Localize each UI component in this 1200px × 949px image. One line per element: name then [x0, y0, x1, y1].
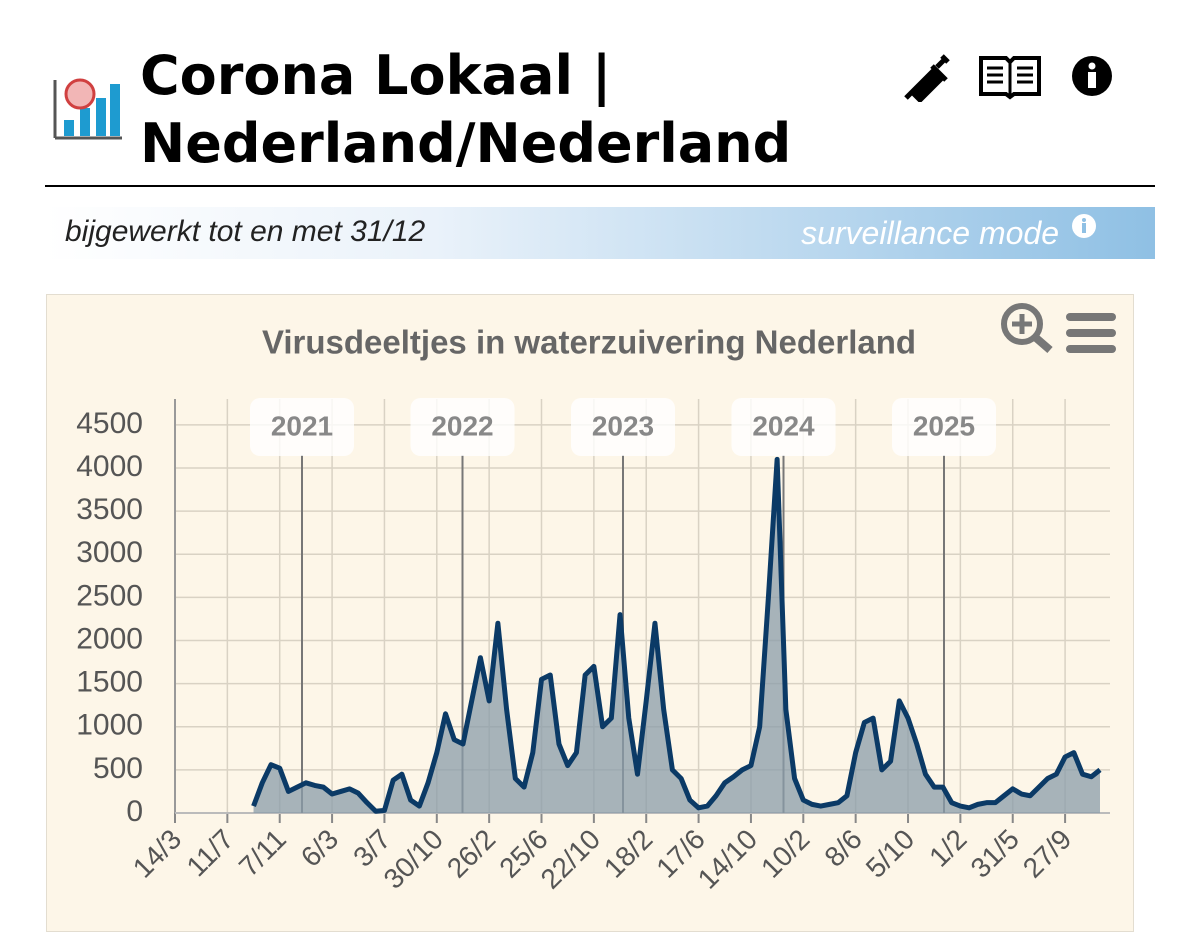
page-title: Corona Lokaal | Nederland/Nederland — [140, 44, 792, 175]
year-label: 2024 — [752, 410, 815, 441]
y-tick-label: 3500 — [76, 493, 143, 526]
year-label: 2022 — [431, 410, 493, 441]
x-tick-label: 6/3 — [295, 823, 344, 872]
area — [253, 459, 1101, 813]
x-tick-label: 8/6 — [818, 823, 867, 872]
x-tick-label: 5/10 — [860, 823, 920, 883]
x-tick-label: 18/2 — [598, 823, 658, 883]
y-tick-label: 500 — [93, 752, 143, 785]
year-label: 2023 — [592, 410, 654, 441]
x-tick-label: 26/2 — [441, 823, 501, 883]
y-tick-label: 1000 — [76, 709, 143, 742]
y-tick-label: 1500 — [76, 666, 143, 699]
y-tick-label: 4000 — [76, 450, 143, 483]
y-tick-label: 2500 — [76, 579, 143, 612]
x-tick-label: 14/3 — [127, 823, 187, 883]
zoom-button[interactable] — [1001, 303, 1053, 354]
menu-button[interactable] — [1066, 313, 1116, 353]
x-tick-label: 27/9 — [1017, 823, 1077, 883]
line — [251, 456, 1102, 814]
y-tick-label: 4500 — [76, 407, 143, 440]
x-tick-label: 7/11 — [233, 823, 292, 882]
x-tick-label: 14/10 — [692, 823, 763, 894]
y-tick-label: 3000 — [76, 536, 143, 569]
year-label: 2021 — [271, 410, 333, 441]
divider — [45, 185, 1155, 187]
x-tick-label: 22/10 — [535, 823, 606, 894]
status-bar: bijgewerkt tot en met 31/12 surveillance… — [45, 207, 1155, 259]
app-icon — [53, 78, 122, 140]
updated-text: bijgewerkt tot en met 31/12 — [65, 215, 426, 248]
mode-text[interactable]: surveillance mode — [801, 215, 1059, 251]
vaccine-button[interactable] — [902, 52, 952, 102]
docs-button[interactable] — [978, 50, 1042, 100]
year-badge — [410, 398, 515, 456]
y-tick-label: 2000 — [76, 622, 143, 655]
x-tick-label: 1/2 — [923, 823, 972, 872]
year-badge — [892, 398, 996, 456]
x-tick-label: 30/10 — [378, 823, 449, 894]
chart-title: Virusdeeltjes in waterzuivering Nederlan… — [262, 324, 916, 361]
x-tick-label: 31/5 — [965, 823, 1025, 883]
y-tick-label: 0 — [126, 795, 143, 828]
x-tick-label: 10/2 — [755, 823, 815, 883]
year-badge — [571, 398, 675, 456]
x-tick-label: 11/7 — [181, 823, 240, 882]
mode-info[interactable] — [1071, 213, 1097, 239]
year-label: 2025 — [913, 410, 975, 441]
year-badge — [250, 398, 354, 456]
year-badge — [731, 398, 836, 456]
info-button[interactable] — [1070, 54, 1114, 98]
